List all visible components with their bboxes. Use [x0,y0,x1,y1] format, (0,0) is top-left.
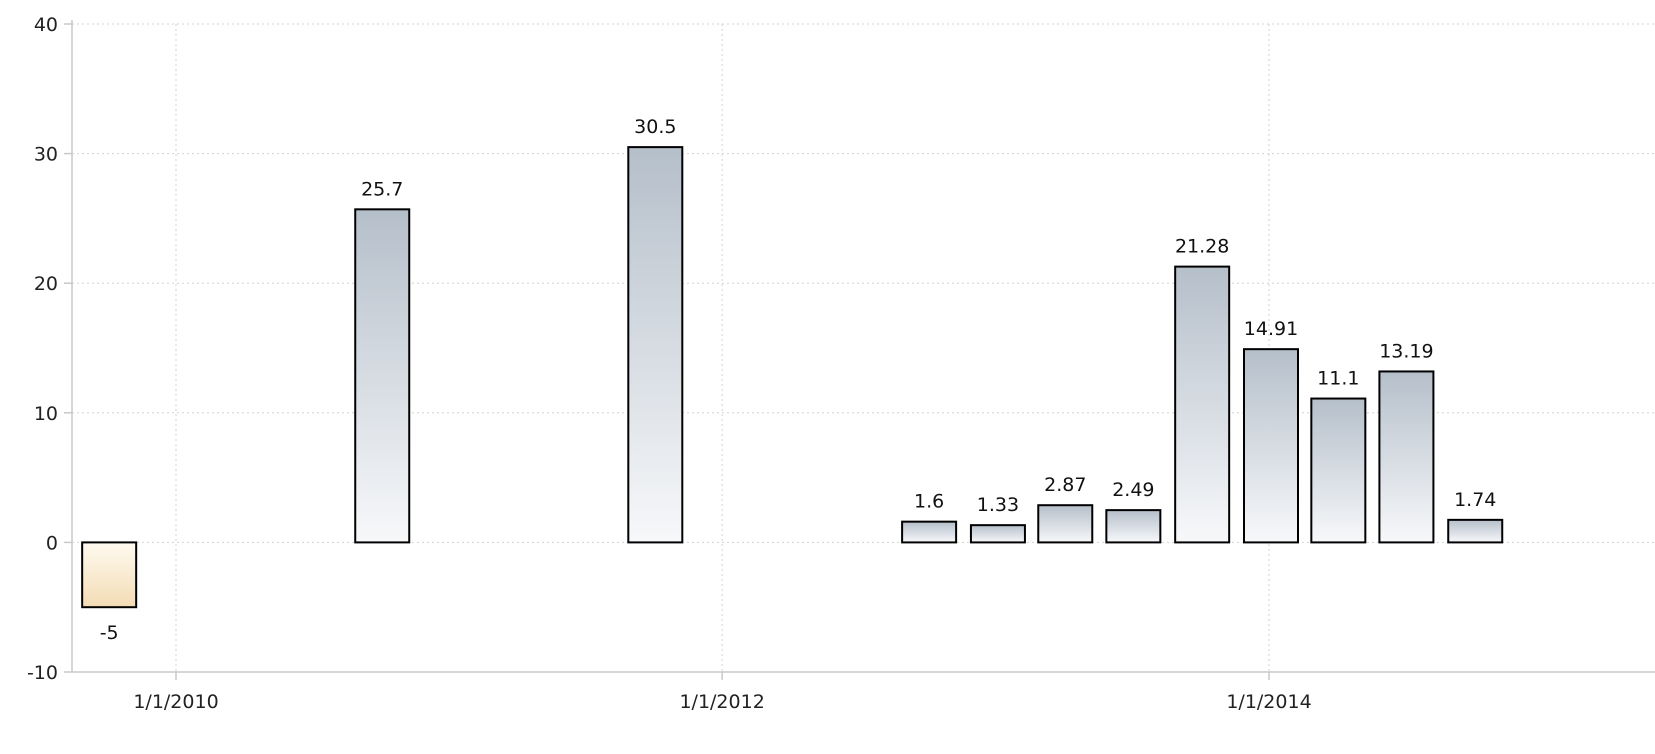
x-tick-label: 1/1/2014 [1226,691,1311,713]
x-tick-label: 1/1/2012 [679,691,764,713]
bar [354,208,411,544]
bar-value-label: 1.6 [914,491,944,513]
bar-value-label: 2.87 [1044,474,1086,496]
y-tick-label: -10 [27,662,58,684]
bar-value-label: 11.1 [1317,368,1359,390]
bar-value-label: 30.5 [634,116,676,138]
bar-value-label: 14.91 [1244,318,1298,340]
bar-value-label: 1.74 [1454,489,1496,511]
x-tick-label: 1/1/2010 [133,691,218,713]
bars [81,146,1504,609]
bar [901,520,958,544]
bar [1174,265,1231,544]
bar [1378,370,1435,544]
bar [1037,504,1094,544]
data-labels: -5 25.7 30.5 1.6 1.33 2.87 2.49 21.28 14.91 11.1 1… [100,116,1497,644]
y-tick-label: 10 [34,403,58,425]
bar [969,524,1026,544]
y-tick-label: 20 [34,273,58,295]
bar [81,541,138,609]
bar [1105,509,1162,544]
y-tick-label: 30 [34,144,58,166]
axes: -10 0 10 20 30 40 1/1/2010 1/1/2012 1/1/2014 [27,14,1655,713]
bar [627,146,684,544]
bar [1310,397,1367,544]
bar [1447,518,1504,544]
bar-value-label: 1.33 [977,494,1019,516]
bar-value-label: 21.28 [1175,236,1229,258]
grid-lines [72,23,1655,672]
y-tick-label: 0 [46,532,58,554]
bar-value-label: 2.49 [1112,479,1154,501]
bar-value-label: -5 [100,622,119,644]
bar [1243,348,1299,544]
bar-value-label: 25.7 [361,178,403,200]
y-tick-label: 40 [34,14,58,36]
bar-value-label: 13.19 [1379,340,1433,362]
